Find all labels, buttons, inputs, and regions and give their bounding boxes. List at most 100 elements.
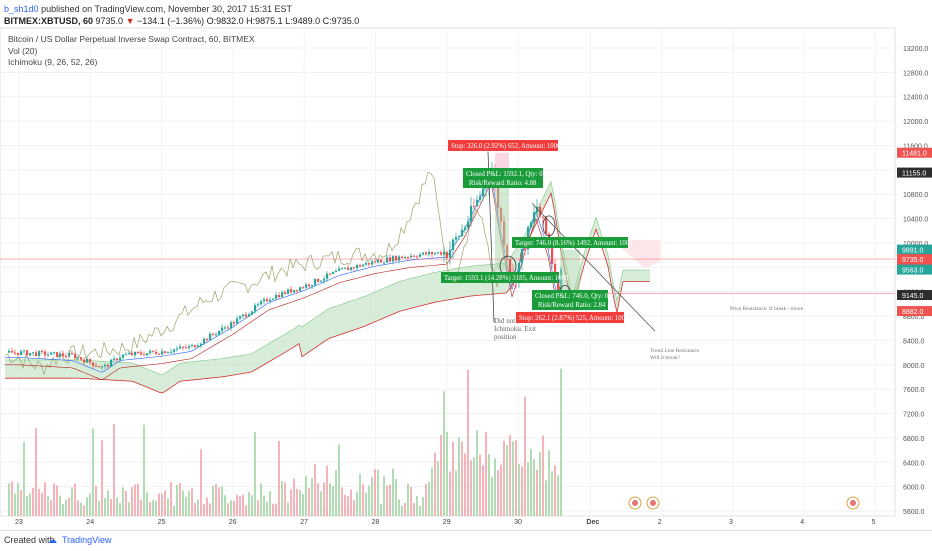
x-tick-label: 26	[229, 519, 237, 526]
x-tick-label: 4	[800, 519, 804, 526]
volume-bar	[134, 484, 136, 516]
candle-body	[188, 345, 191, 348]
candle-body	[482, 188, 485, 197]
volume-bar	[350, 489, 352, 516]
candle-body	[458, 236, 461, 238]
candle-body	[452, 239, 455, 250]
candle-body	[293, 290, 296, 293]
candle-body	[509, 259, 512, 274]
volume-bar	[380, 503, 382, 516]
candle-body	[347, 267, 350, 271]
volume-bar	[20, 490, 22, 516]
candle-body	[35, 352, 38, 356]
candle-body	[533, 212, 536, 223]
volume-bar	[488, 453, 490, 516]
volume-bar	[269, 491, 271, 516]
candle-body	[131, 353, 134, 356]
candle-body	[242, 314, 245, 317]
candle-body	[185, 347, 188, 349]
volume-bar	[203, 503, 205, 516]
candle-body	[32, 352, 35, 354]
volume-bar	[449, 471, 451, 516]
candle-body	[473, 205, 476, 207]
candle-body	[128, 353, 131, 355]
volume-bar	[383, 476, 385, 516]
y-tick-label: 6000.0	[903, 485, 925, 492]
x-tick-label: 2	[658, 519, 662, 526]
y-tick-label: 11600.0	[903, 143, 928, 150]
candle-body	[170, 351, 173, 353]
y-tick-label: 12000.0	[903, 119, 928, 126]
volume-bar	[443, 391, 445, 516]
volume-bar	[56, 485, 58, 516]
volume-bar	[407, 483, 409, 516]
candle-body	[218, 330, 221, 335]
candle-body	[65, 355, 68, 357]
volume-bar	[140, 499, 142, 516]
tradingview-brand[interactable]: TradingView	[62, 535, 112, 545]
volume-indicator-label[interactable]: Vol (20)	[8, 46, 38, 56]
volume-bar	[260, 483, 262, 516]
candle-body	[50, 352, 53, 355]
candle-body	[530, 222, 533, 228]
candle-body	[467, 221, 470, 228]
volume-bar	[164, 490, 166, 516]
volume-bar	[305, 476, 307, 516]
y-tick-label: 10000.0	[903, 241, 928, 248]
volume-bar	[44, 482, 46, 516]
ohlc-line: BITMEX:XBTUSD, 60 9735.0 ▼ −134.1 (−1.36…	[4, 16, 359, 26]
volume-bar	[11, 481, 13, 516]
candle-body	[11, 350, 14, 353]
ichimoku-cloud	[5, 181, 650, 393]
symbol-label: BITMEX:XBTUSD, 60	[4, 16, 94, 26]
candle-body	[119, 357, 122, 361]
volume-bar	[107, 490, 109, 516]
candle-body	[476, 199, 479, 207]
volume-bar	[212, 485, 214, 516]
volume-bar	[50, 500, 52, 516]
change-arrow-icon: ▼	[125, 16, 135, 26]
candle-body	[146, 353, 149, 356]
candle-body	[209, 333, 212, 340]
target-label-1: Target: 1593.1 (14.28%) 3185, Amount: 10…	[444, 275, 569, 282]
volume-bar	[290, 489, 292, 516]
ichimoku-indicator-label[interactable]: Ichimoku (9, 26, 52, 26)	[8, 57, 98, 67]
author-link[interactable]: b_sh1d0	[4, 4, 39, 14]
candle-body	[182, 346, 185, 348]
candle-body	[272, 298, 275, 300]
volume-bar	[452, 441, 454, 516]
price-chart[interactable]: 5600.0 6000.0 6400.0 6800.0 7200.0 7600.0 8000…	[0, 0, 932, 530]
volume-bar	[464, 453, 466, 516]
volume-bar	[119, 502, 121, 516]
candle-body	[152, 350, 155, 352]
publish-info: published on TradingView.com, November 3…	[41, 4, 293, 14]
volume-bar	[230, 500, 232, 516]
volume-bar	[437, 460, 439, 516]
candle-body	[77, 357, 80, 359]
candle-body	[545, 217, 548, 234]
volume-bar	[62, 503, 64, 516]
volume-bar	[515, 440, 517, 516]
candle-body	[314, 278, 317, 285]
y-tick-label: 8000.0	[903, 363, 925, 370]
long-target-zone	[560, 249, 580, 296]
candle-body	[224, 327, 227, 329]
closed-label-2b: Risk/Reward Ratio: 2.84	[538, 302, 606, 309]
volume-bar	[32, 487, 34, 516]
volume-bar	[101, 440, 103, 516]
candle-body	[62, 353, 65, 356]
candle-body	[227, 327, 230, 329]
candle-body	[413, 255, 416, 257]
volume-bar	[197, 499, 199, 516]
candle-body	[305, 284, 308, 288]
volume-bar	[473, 457, 475, 516]
candle-body	[470, 205, 473, 222]
price-change: −134.1 (−1.36%)	[137, 16, 205, 26]
candle-body	[236, 318, 239, 324]
candle-body	[395, 256, 398, 261]
candle-body	[158, 353, 161, 355]
candle-body	[434, 253, 437, 255]
candle-body	[296, 290, 299, 292]
candle-body	[275, 294, 278, 299]
volume-bar	[53, 483, 55, 516]
